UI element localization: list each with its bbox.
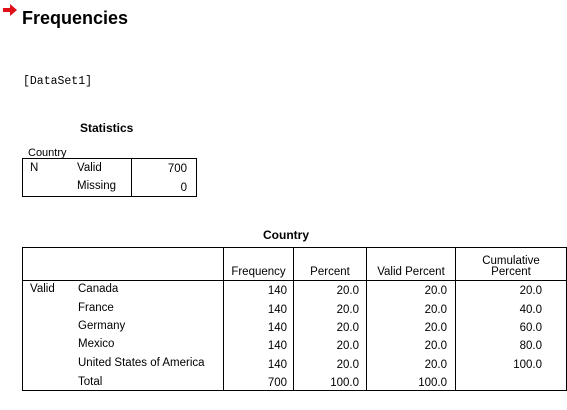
statistics-title: Statistics bbox=[80, 121, 134, 135]
header-cumulative-line1: Cumulative bbox=[482, 255, 540, 267]
output-heading: Frequencies bbox=[22, 8, 129, 28]
row-cumulative-percent: 20.0 bbox=[519, 285, 542, 297]
statistics-valid-value: 700 bbox=[167, 163, 187, 175]
row-frequency: 140 bbox=[267, 340, 287, 352]
header-frequency: Frequency bbox=[231, 266, 286, 278]
row-cumulative-percent: 80.0 bbox=[519, 340, 542, 352]
statistics-missing-value: 0 bbox=[180, 182, 187, 194]
header-valid-percent: Valid Percent bbox=[377, 266, 445, 278]
row-category: Germany bbox=[78, 320, 126, 332]
row-valid-percent: 20.0 bbox=[424, 359, 447, 371]
row-percent: 20.0 bbox=[336, 340, 359, 352]
header-percent: Percent bbox=[310, 266, 350, 278]
statistics-n-label: N bbox=[30, 162, 39, 174]
row-frequency: 140 bbox=[267, 359, 287, 371]
row-valid-percent: 20.0 bbox=[424, 304, 447, 316]
row-valid-percent: 20.0 bbox=[424, 322, 447, 334]
red-arrow-icon bbox=[2, 3, 18, 17]
row-category: United States of America bbox=[78, 357, 205, 369]
row-percent: 20.0 bbox=[336, 322, 359, 334]
row-cumulative-percent: 40.0 bbox=[519, 304, 542, 316]
row-percent: 20.0 bbox=[336, 359, 359, 371]
frequency-table-title: Country bbox=[263, 228, 309, 242]
row-percent: 20.0 bbox=[336, 304, 359, 316]
row-valid-percent: 100.0 bbox=[418, 377, 447, 389]
row-group-valid-label: Valid bbox=[30, 283, 55, 295]
row-category: Total bbox=[78, 376, 103, 388]
header-cumulative-line2: Percent bbox=[491, 266, 531, 278]
statistics-valid-label: Valid bbox=[77, 162, 102, 174]
row-category: Canada bbox=[78, 283, 119, 295]
dataset-label: [DataSet1] bbox=[23, 75, 93, 88]
row-percent: 100.0 bbox=[330, 377, 359, 389]
row-frequency: 140 bbox=[267, 322, 287, 334]
row-percent: 20.0 bbox=[336, 285, 359, 297]
row-valid-percent: 20.0 bbox=[424, 285, 447, 297]
row-category: France bbox=[78, 302, 114, 314]
statistics-variable-label: Country bbox=[28, 147, 67, 159]
row-frequency: 140 bbox=[267, 285, 287, 297]
row-frequency: 700 bbox=[267, 377, 287, 389]
row-cumulative-percent: 100.0 bbox=[513, 359, 542, 371]
row-cumulative-percent: 60.0 bbox=[519, 322, 542, 334]
statistics-missing-label: Missing bbox=[77, 180, 116, 192]
row-frequency: 140 bbox=[267, 304, 287, 316]
row-valid-percent: 20.0 bbox=[424, 340, 447, 352]
row-category: Mexico bbox=[78, 338, 115, 350]
